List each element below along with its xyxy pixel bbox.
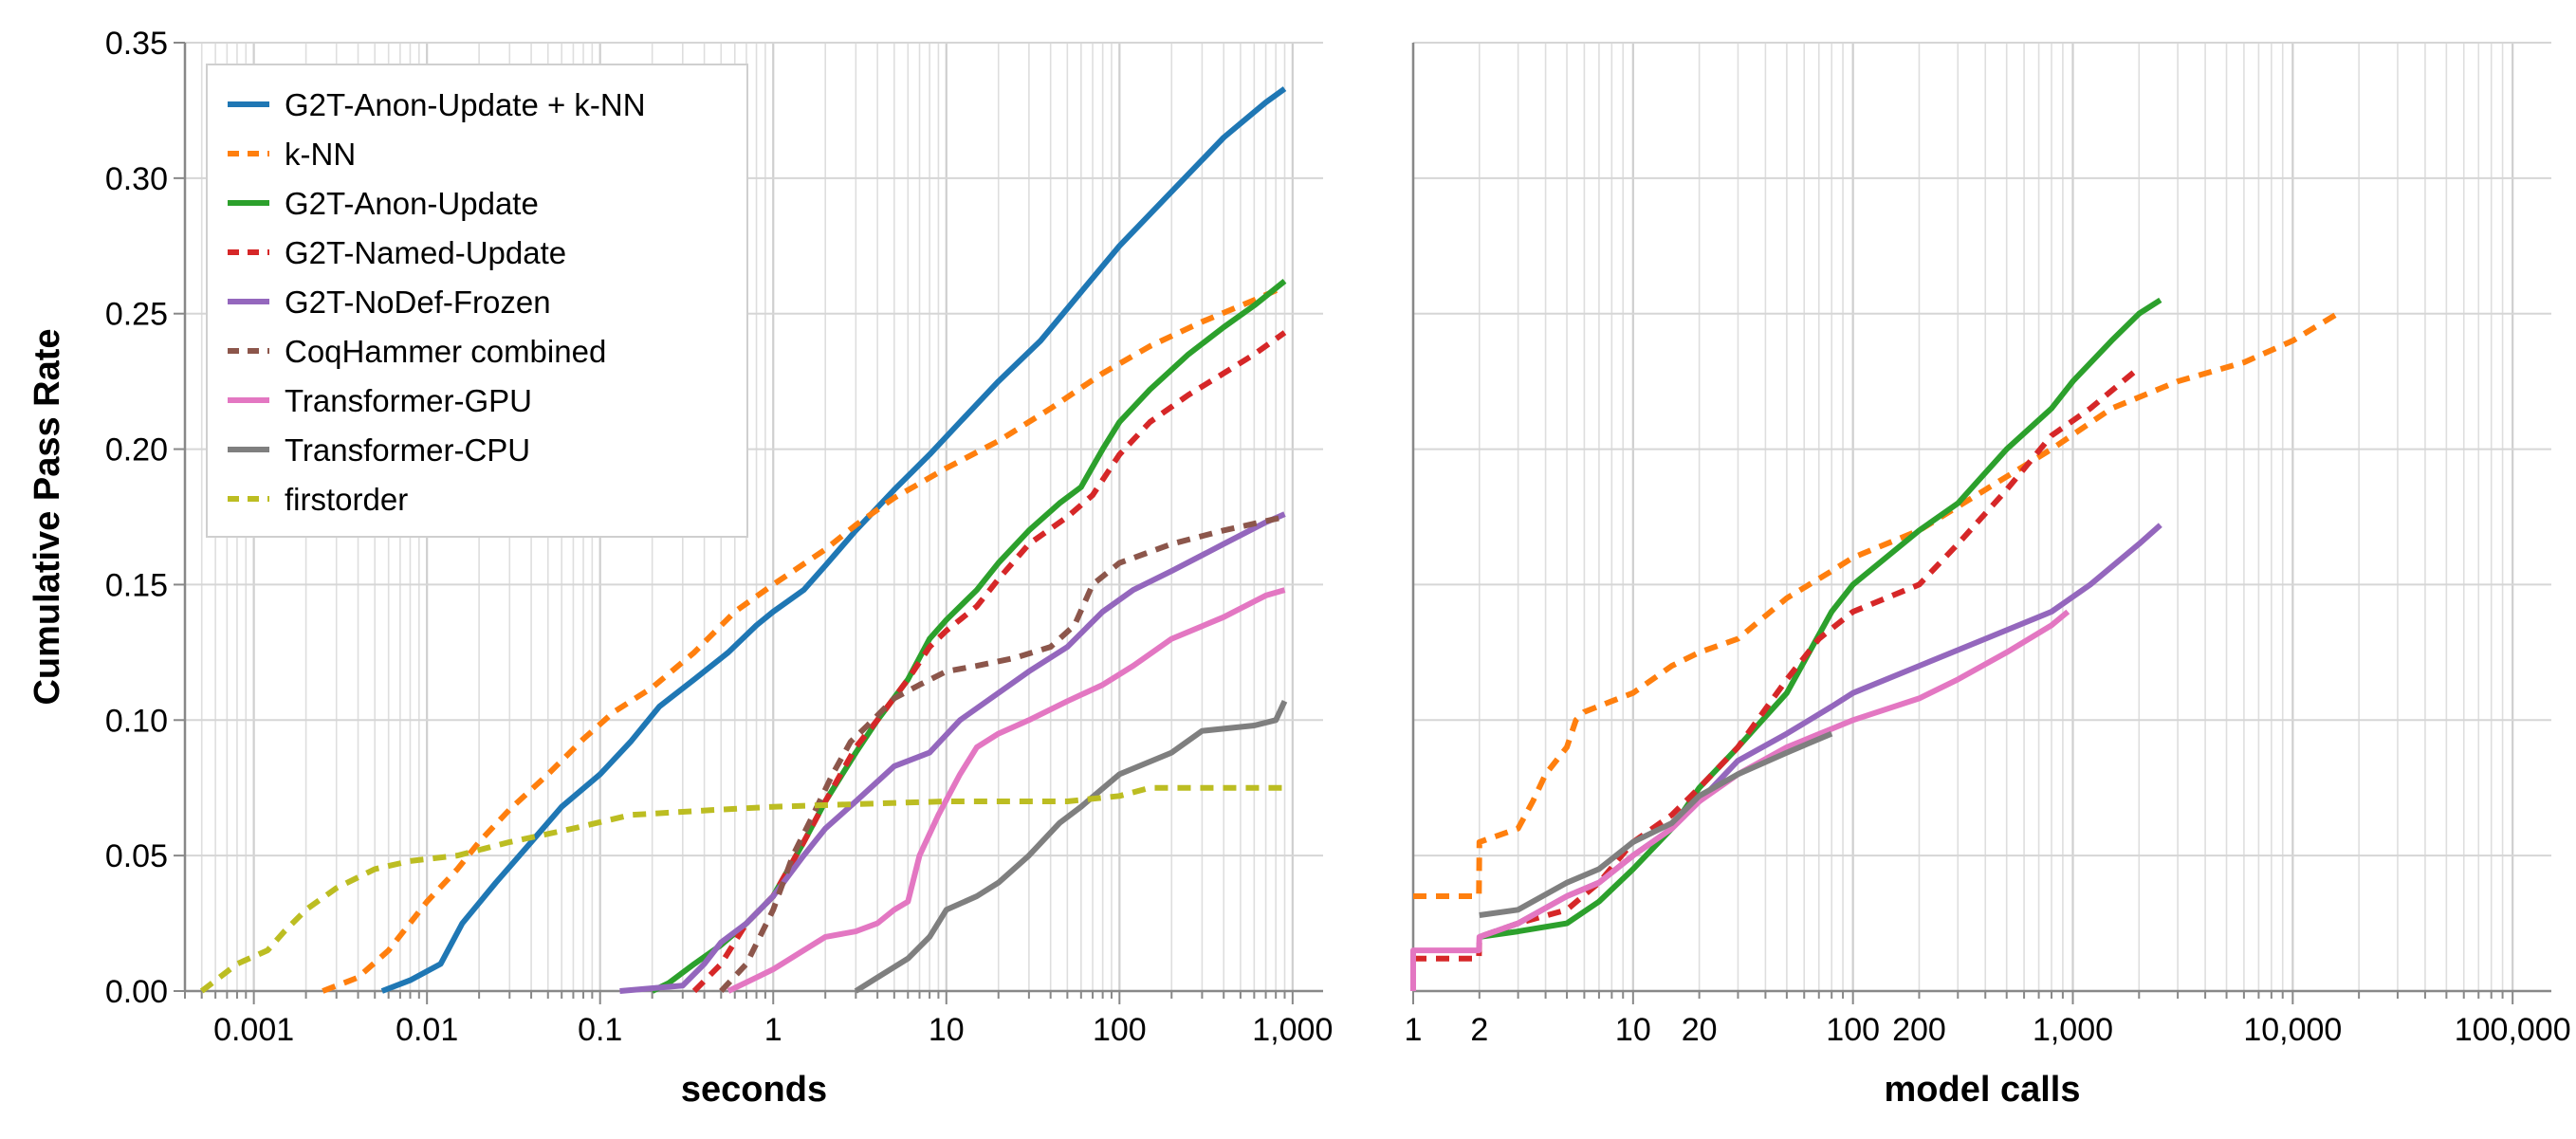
legend-label: G2T-Named-Update [285,235,566,270]
x-tick-label: 0.01 [396,1012,458,1048]
x-tick-label: 1 [1405,1012,1423,1048]
legend: G2T-Anon-Update + k-NN k-NN G2T-Anon-Updat… [206,64,748,538]
legend-label: G2T-Anon-Update + k-NN [285,87,646,122]
series-line-k-nn [322,284,1286,994]
x-tick-label: 100 [1826,1012,1880,1048]
series-line-transformer-gpu [1410,609,2070,991]
series-group-1 [1410,297,2340,991]
legend-label: k-NN [285,137,356,172]
right-panel: 1 2 10 20 100 200 1,000 10,000 100,000 model call… [1405,42,2571,1110]
x-axis-title: model calls [1885,1070,2081,1110]
x-tick-label: 0.001 [213,1012,294,1048]
x-tick-label: 1,000 [2033,1012,2113,1048]
series-line-g2t-anon-update [1479,297,2162,940]
legend-box [206,64,748,538]
x-tick-label: 0.1 [578,1012,622,1048]
minor-gridlines-1 [1478,43,2504,991]
x-tick-label: 20 [1682,1012,1718,1048]
y-tick-label: 0.15 [105,567,168,603]
y-tick-label: 0.30 [105,161,168,197]
legend-label: firstorder [285,482,408,517]
x-tick-label: 100 [1093,1012,1147,1048]
y-tick-label: 0.25 [105,297,168,333]
series-line-g2t-nodef-frozen [619,511,1286,994]
x-tick-label: 2 [1470,1012,1488,1048]
x-tick-label: 1 [764,1012,782,1048]
x-tick-label: 200 [1892,1012,1946,1048]
x-tick-label: 10 [929,1012,965,1048]
x-tick-label: 100,000 [2455,1012,2571,1048]
y-axis-title: Cumulative Pass Rate [28,328,67,705]
x-tick-label: 10,000 [2243,1012,2342,1048]
y-tick-label: 0.05 [105,838,168,874]
series-line-k-nn [1413,311,2340,899]
series-line-g2t-named-update [691,330,1287,994]
y-tick-label: 0.00 [105,974,168,1010]
series-line-transformer-cpu [1479,730,1833,918]
legend-label: G2T-NoDef-Frozen [285,285,551,320]
legend-label: CoqHammer combined [285,334,606,369]
legend-label: Transformer-GPU [285,383,532,418]
x-tick-label: 1,000 [1252,1012,1333,1048]
series-line-transformer-gpu [727,587,1286,994]
x-tick-label: 10 [1615,1012,1651,1048]
series-line-g2t-named-update [1413,365,2142,962]
series-line-g2t-anon-update-k-nn [380,86,1287,994]
series-line-coqhammer-combined [719,514,1286,994]
series-line-firstorder [199,784,1285,994]
y-tick-label: 0.35 [105,26,168,62]
y-tick-label: 0.10 [105,703,168,739]
series-line-transformer-cpu [854,700,1288,994]
y-tick-label: 0.20 [105,432,168,468]
legend-label: G2T-Anon-Update [285,186,539,221]
legend-label: Transformer-CPU [285,432,530,468]
series-group-0 [199,86,1288,994]
x-axis-title: seconds [681,1070,827,1110]
